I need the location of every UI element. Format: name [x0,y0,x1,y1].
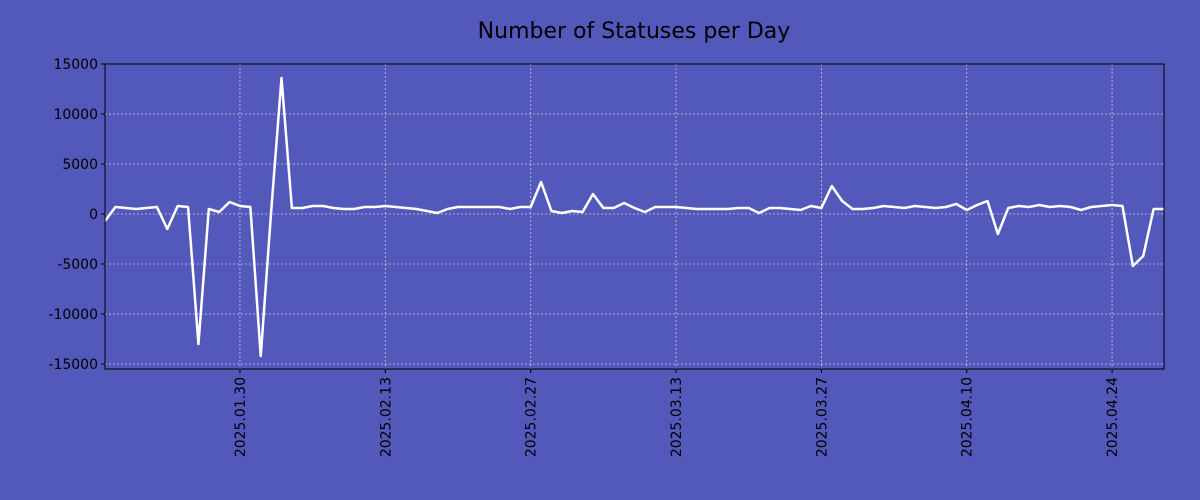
y-tick-label: 10000 [53,107,98,123]
y-tick-label: 15000 [53,57,98,73]
plot-frame [104,63,1165,370]
x-tick-label: 2025.02.13 [378,377,394,457]
data-line [103,76,1164,358]
y-tick-label: -5000 [57,257,98,273]
x-tick-label: 2025.03.27 [814,377,830,457]
y-tick-label: -15000 [48,357,98,373]
x-tick-label: 2025.04.24 [1105,377,1121,457]
y-tick-label: -10000 [48,307,98,323]
x-tick-label: 2025.03.13 [669,377,685,457]
x-tick-label: 2025.04.10 [960,377,976,457]
chart-title: Number of Statuses per Day [478,19,791,44]
x-tick-label: 2025.02.27 [524,377,540,457]
x-tick-label: 2025.01.30 [233,377,249,457]
y-tick-label: 5000 [62,157,98,173]
y-tick-label: 0 [89,207,98,223]
